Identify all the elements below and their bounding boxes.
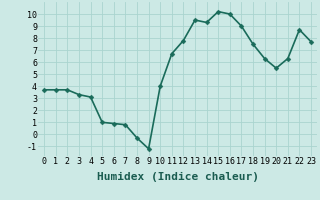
X-axis label: Humidex (Indice chaleur): Humidex (Indice chaleur) [97,172,259,182]
